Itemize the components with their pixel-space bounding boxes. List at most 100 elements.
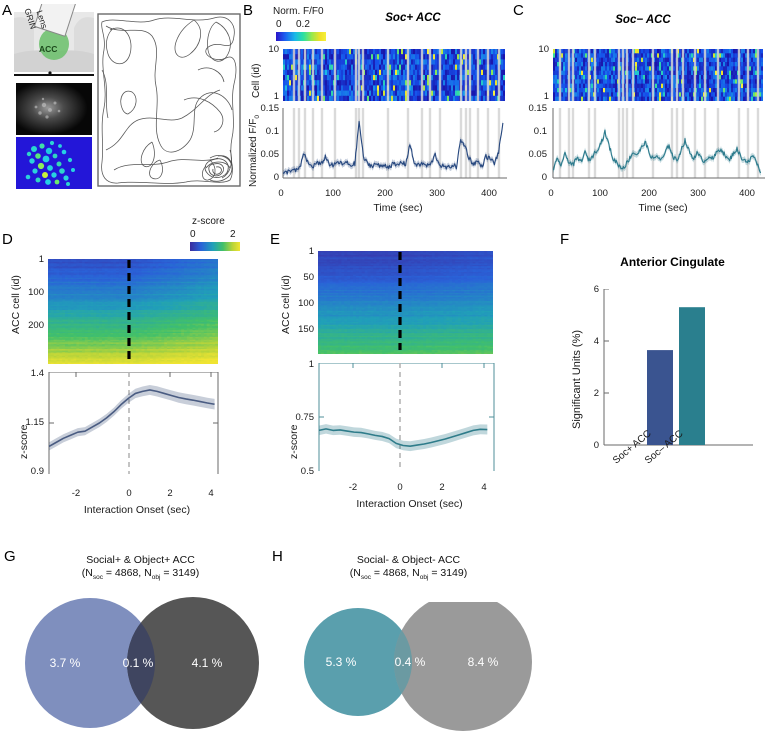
panel-c-heatmap-ytick-10: 10 [523, 44, 549, 55]
panel-h-title-line2: (Nsoc = 4868, Nobj = 3149) [306, 567, 511, 582]
panel-d-xtick--2: -2 [64, 488, 88, 499]
panel-d-colorbar-max: 2 [230, 229, 236, 240]
panel-e-trace-plot [318, 363, 496, 478]
panel-f-ytick-0: 0 [581, 440, 599, 451]
panel-g: Social+ & Object+ ACC (Nsoc = 4868, Nobj… [0, 548, 268, 735]
panel-f-ytick-4: 4 [581, 336, 599, 347]
panel-b-heatmap-ytick-1: 1 [253, 91, 279, 102]
panel-b-xtick-0: 0 [269, 188, 293, 199]
panel-h-overlap-pct: 0.4 % [380, 655, 440, 669]
panel-d-xlabel: Interaction Onset (sec) [52, 504, 222, 516]
panel-h-title-line1: Social- & Object- ACC [306, 554, 511, 567]
panel-h: Social- & Object- ACC (Nsoc = 4868, Nobj… [268, 548, 536, 735]
panel-d-trace-plot [48, 372, 220, 484]
panel-d-trace-ytick-1.15: 1.15 [8, 417, 44, 428]
panel-e-xtick-0: 0 [388, 482, 412, 493]
panel-e-heatmap-ytick-1: 1 [286, 246, 314, 257]
panel-d-colorbar-min: 0 [190, 229, 196, 240]
panel-g-overlap-pct: 0.1 % [108, 656, 168, 670]
panel-c-heatmap-ytick-1: 1 [523, 91, 549, 102]
panel-e-heatmap-ytick-50: 50 [286, 272, 314, 283]
panel-c: Soc− ACC 10 1 0.15 0.1 0.05 0 [513, 2, 768, 202]
panel-c-xtick-300: 300 [686, 188, 710, 199]
panel-d-heatmap [48, 259, 218, 364]
panel-g-title-line1: Social+ & Object+ ACC [38, 554, 243, 567]
panel-b: Norm. F/F0 0 0.2 Soc+ ACC Cell (id) 10 1… [243, 2, 505, 202]
panel-d-trace-ytick-0.9: 0.9 [8, 466, 44, 477]
panel-d-heatmap-ytick-1: 1 [16, 254, 44, 265]
panel-b-colorbar-gradient [276, 32, 326, 41]
panel-a: GRIN Lens ACC [8, 4, 238, 194]
panel-d-xtick-2: 2 [158, 488, 182, 499]
panel-b-heatmap [283, 49, 505, 101]
panel-c-xtick-200: 200 [637, 188, 661, 199]
panel-e-xtick-2: 2 [430, 482, 454, 493]
panel-d-xtick-4: 4 [199, 488, 223, 499]
panel-d-heatmap-ytick-100: 100 [16, 287, 44, 298]
panel-h-right-pct: 8.4 % [448, 655, 518, 669]
panel-b-title: Soc+ ACC [343, 12, 483, 24]
panel-c-heatmap [553, 49, 763, 101]
panel-h-title: Social- & Object- ACC (Nsoc = 4868, Nobj… [306, 554, 511, 582]
panel-d-trace-ylabel: z-score [18, 425, 30, 459]
panel-f-title: Anterior Cingulate [585, 255, 760, 269]
panel-e-xtick-4: 4 [472, 482, 496, 493]
panel-b-xtick-100: 100 [321, 188, 345, 199]
grayscale-fluorescence-image [16, 83, 92, 135]
panel-d-heatmap-ytick-200: 200 [16, 320, 44, 331]
panel-f-ylabel: Significant Units (%) [571, 330, 583, 429]
pseudocolor-cell-map-image [16, 137, 92, 189]
panel-b-xtick-400: 400 [477, 188, 501, 199]
panel-b-xtick-200: 200 [373, 188, 397, 199]
panel-c-trace-ytick-0.1: 0.1 [515, 126, 547, 137]
panel-e-trace-ytick-0.75: 0.75 [278, 412, 314, 423]
panel-g-right-pct: 4.1 % [172, 656, 242, 670]
acc-region-label: ACC [39, 44, 57, 54]
panel-c-xlabel: Time (sec) [608, 202, 718, 214]
panel-e-trace-ytick-0.5: 0.5 [278, 466, 314, 477]
panel-b-xlabel: Time (sec) [343, 202, 453, 214]
panel-h-venn [286, 602, 536, 737]
open-field-trajectory [94, 10, 244, 192]
panel-g-title-line2: (Nsoc = 4868, Nobj = 3149) [38, 567, 243, 582]
panel-e-heatmap [318, 251, 493, 354]
panel-e-trace-ytick-1: 1 [278, 359, 314, 370]
panel-f-ytick-6: 6 [581, 284, 599, 295]
panel-c-trace-plot [551, 108, 765, 186]
panel-f: Anterior Cingulate 6 4 2 0 Significant U… [545, 214, 768, 524]
panel-b-colorbar-max: 0.2 [296, 19, 310, 30]
panel-b-trace-ytick-0.05: 0.05 [247, 149, 279, 160]
bar-soc-minus-acc [679, 307, 705, 445]
panel-g-left-pct: 3.7 % [30, 656, 100, 670]
panel-g-title: Social+ & Object+ ACC (Nsoc = 4868, Nobj… [38, 554, 243, 582]
panel-c-trace-ytick-0.15: 0.15 [515, 103, 547, 114]
panel-d-colorbar-gradient [190, 242, 240, 251]
panel-e: ACC cell (id) 1 50 100 150 z-score 1 0.7… [270, 214, 525, 524]
panel-b-trace-plot [281, 108, 507, 186]
panel-b-xtick-300: 300 [425, 188, 449, 199]
panel-c-xtick-100: 100 [588, 188, 612, 199]
panel-b-trace-ytick-0.1: 0.1 [247, 126, 279, 137]
panel-d-trace-ytick-1.4: 1.4 [8, 368, 44, 379]
panel-h-left-pct: 5.3 % [306, 655, 376, 669]
panel-b-colorbar-min: 0 [276, 19, 282, 30]
panel-d-xtick-0: 0 [117, 488, 141, 499]
panel-c-xtick-400: 400 [735, 188, 759, 199]
panel-e-xlabel: Interaction Onset (sec) [322, 498, 497, 510]
panel-b-trace-ytick-0.15: 0.15 [247, 103, 279, 114]
panel-e-heatmap-ytick-150: 150 [286, 324, 314, 335]
panel-c-trace-ytick-0: 0 [515, 172, 547, 183]
panel-c-title: Soc− ACC [573, 14, 713, 26]
panel-d: z-score 0 2 ACC cell (id) 1 100 200 z-sc… [2, 214, 257, 524]
panel-c-xtick-0: 0 [539, 188, 563, 199]
panel-d-colorbar-title: z-score [192, 216, 225, 227]
panel-f-ytick-2: 2 [581, 388, 599, 399]
bar-soc-plus-acc [647, 350, 673, 445]
panel-b-colorbar-title: Norm. F/F0 [273, 6, 324, 17]
panel-b-heatmap-ytick-10: 10 [253, 44, 279, 55]
panel-e-trace-ylabel: z-score [288, 425, 300, 459]
panel-e-heatmap-ytick-100: 100 [286, 298, 314, 309]
panel-e-xtick--2: -2 [341, 482, 365, 493]
panel-b-trace-ytick-0: 0 [247, 172, 279, 183]
panel-c-trace-ytick-0.05: 0.05 [515, 149, 547, 160]
